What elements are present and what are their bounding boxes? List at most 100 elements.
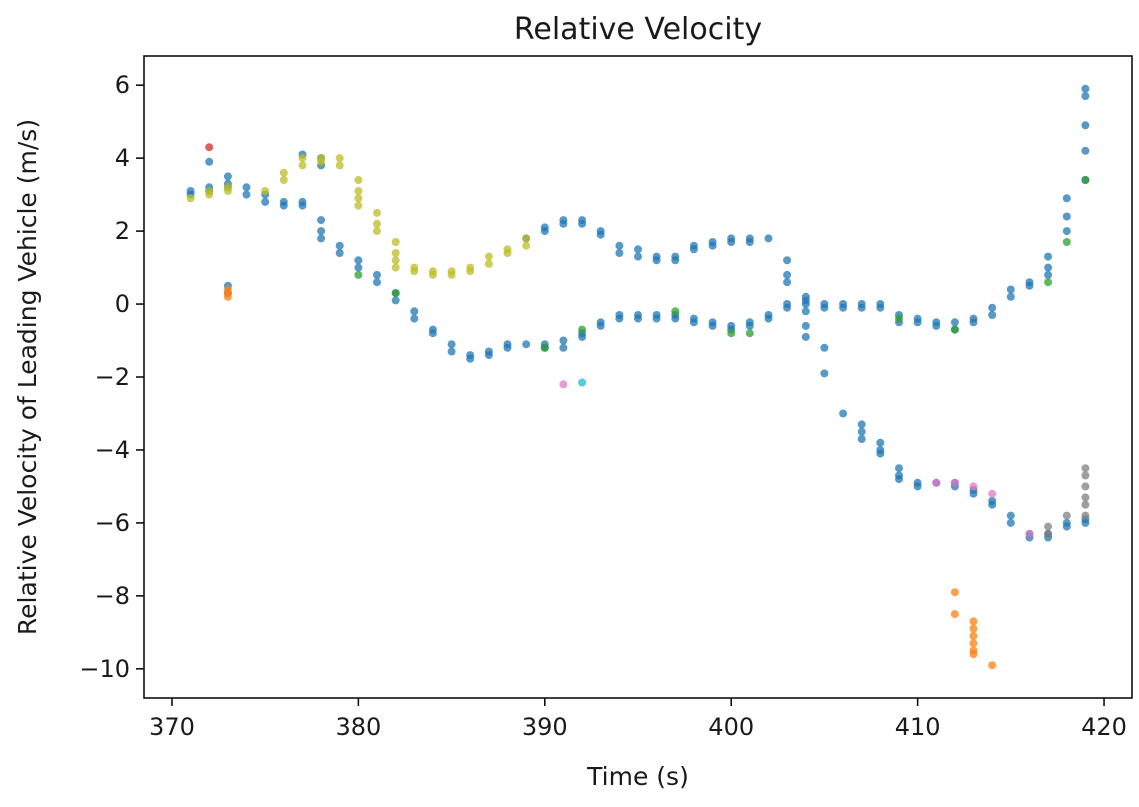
y-tick-label: −4 <box>95 436 130 464</box>
scatter-point <box>391 238 400 246</box>
scatter-point <box>950 610 959 619</box>
scatter-point <box>671 307 680 316</box>
scatter-point <box>895 475 903 484</box>
scatter-point <box>335 249 344 257</box>
scatter-point <box>317 154 326 163</box>
scatter-point <box>988 661 997 670</box>
scatter-point <box>671 314 680 323</box>
scatter-point <box>410 314 419 323</box>
scatter-point <box>876 449 885 458</box>
scatter-point <box>932 321 941 330</box>
scatter-point <box>1025 281 1034 290</box>
scatter-point <box>1081 471 1090 480</box>
scatter-point <box>745 318 754 327</box>
chart-title: Relative Velocity <box>514 12 762 47</box>
scatter-point <box>876 303 885 312</box>
scatter-point <box>1044 522 1053 531</box>
x-tick-label: 380 <box>335 713 381 741</box>
scatter-point <box>317 227 326 236</box>
scatter-point <box>783 256 792 265</box>
scatter-point <box>391 296 400 305</box>
scatter-point <box>950 318 959 327</box>
scatter-point <box>223 183 232 192</box>
y-tick-label: −2 <box>95 363 130 391</box>
scatter-point <box>1044 278 1053 287</box>
scatter-point <box>391 289 400 298</box>
scatter-point <box>634 245 642 254</box>
scatter-point <box>615 249 624 257</box>
scatter-point <box>857 303 866 312</box>
scatter-point <box>596 318 605 327</box>
scatter-point <box>857 420 866 429</box>
y-tick-label: 0 <box>115 290 130 318</box>
x-tick-label: 370 <box>149 713 195 741</box>
scatter-point <box>578 378 587 387</box>
scatter-point <box>447 347 456 356</box>
scatter-point <box>354 263 363 272</box>
scatter-point <box>1081 482 1090 491</box>
scatter-point <box>820 303 829 312</box>
scatter-point <box>317 234 326 243</box>
scatter-point <box>745 238 754 246</box>
scatter-point <box>1044 270 1053 279</box>
scatter-point <box>205 157 214 166</box>
scatter-point <box>708 238 717 246</box>
scatter-point <box>205 187 214 195</box>
scatter-point <box>559 380 568 389</box>
scatter-point <box>522 241 531 250</box>
scatter-point <box>783 300 792 308</box>
scatter-point <box>466 354 475 363</box>
scatter-point <box>373 227 381 236</box>
scatter-point <box>969 650 978 659</box>
scatter-point <box>298 197 307 206</box>
scatter-point <box>447 267 456 276</box>
scatter-point <box>1062 227 1071 236</box>
scatter-point <box>186 187 195 195</box>
scatter-point <box>1081 92 1090 101</box>
scatter-point <box>503 245 512 254</box>
scatter-point <box>391 249 400 257</box>
scatter-point <box>969 632 978 640</box>
scatter-point <box>373 278 381 287</box>
scatter-point <box>652 256 661 265</box>
scatter-point <box>950 588 959 597</box>
scatter-point <box>764 314 773 323</box>
scatter-point <box>1062 238 1071 246</box>
scatter-point <box>1062 212 1071 221</box>
scatter-point <box>1081 511 1090 520</box>
scatter-point <box>559 343 568 352</box>
scatter-point <box>950 325 959 334</box>
scatter-point <box>1081 84 1090 93</box>
scatter-point <box>261 197 270 206</box>
scatter-point <box>335 161 344 170</box>
points-layer <box>186 84 1090 670</box>
scatter-point <box>839 303 848 312</box>
y-tick-label: 6 <box>115 71 130 99</box>
scatter-point <box>820 369 829 378</box>
scatter-point <box>988 303 997 312</box>
scatter-point <box>857 427 866 436</box>
scatter-point <box>1044 263 1053 272</box>
scatter-point <box>466 263 475 272</box>
scatter-point <box>205 143 214 152</box>
scatter-point <box>298 161 307 170</box>
scatter-point <box>559 219 568 228</box>
scatter-point <box>484 252 493 261</box>
scatter-point <box>279 176 288 184</box>
scatter-point <box>783 278 792 287</box>
scatter-point <box>484 259 493 268</box>
scatter-point <box>1081 518 1090 527</box>
scatter-point <box>988 489 997 498</box>
scatter-point <box>671 256 680 265</box>
scatter-point <box>1081 146 1090 155</box>
scatter-point <box>540 223 549 232</box>
scatter-point <box>335 241 344 250</box>
scatter-point <box>727 329 736 338</box>
scatter-point <box>335 154 344 163</box>
y-axis-label: Relative Velocity of Leading Vehicle (m/… <box>13 119 42 635</box>
scatter-point <box>410 307 419 316</box>
scatter-point <box>969 489 978 498</box>
scatter-point <box>988 500 997 509</box>
scatter-point <box>1062 511 1071 520</box>
